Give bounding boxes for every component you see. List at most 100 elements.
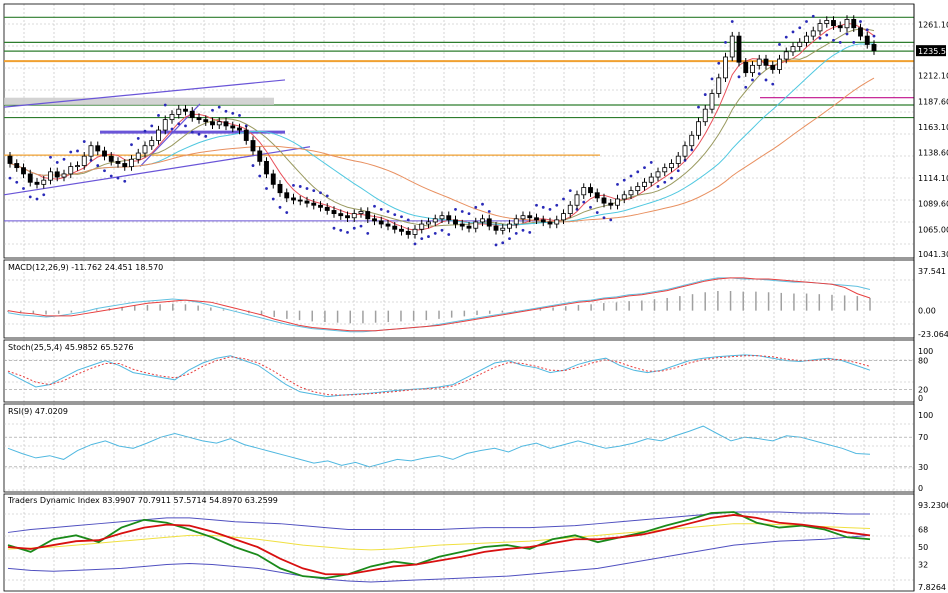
stoch-label: Stoch(25,5,4) 45.9852 65.5276 (8, 343, 134, 352)
psar-dot (562, 197, 565, 201)
candle-body (446, 215, 452, 221)
candle-body (770, 64, 776, 70)
candle-body (615, 198, 620, 206)
tdi-mid-line (7, 523, 871, 551)
candle-body (831, 20, 836, 27)
candle-body (763, 58, 769, 66)
candle-body (54, 171, 60, 178)
candle-body (662, 167, 668, 173)
candle-body (756, 58, 762, 66)
psar-dot (865, 28, 869, 32)
psar-dot (467, 212, 471, 215)
psar-dot (784, 35, 788, 39)
candle-body (142, 145, 148, 154)
psar-dot (494, 243, 498, 247)
psar-dot (454, 208, 457, 211)
psar-dot (717, 61, 721, 65)
psar-dot (42, 193, 46, 197)
tdi-label: Traders Dynamic Index 83.9907 70.7911 57… (7, 496, 278, 505)
tdi-tick-label: 32 (918, 561, 928, 570)
candle-body (466, 225, 472, 229)
price-tick-label: 1163.10 (918, 123, 948, 132)
psar-dot (420, 237, 424, 241)
candle-body (736, 35, 742, 63)
psar-dot (204, 134, 208, 138)
candle-body (716, 77, 722, 94)
psar-dot (190, 130, 194, 134)
psar-dot (609, 218, 613, 222)
psar-dot (548, 208, 552, 211)
candle-body (858, 27, 863, 37)
psar-dot (69, 150, 73, 154)
ma-mid-line (9, 28, 875, 227)
candle-body (500, 227, 506, 231)
candle-body (810, 30, 816, 37)
candle-body (554, 219, 560, 225)
psar-dot (319, 191, 322, 195)
psar-dot (528, 230, 532, 234)
panel-tick-label: 0 (918, 394, 923, 403)
psar-dot (150, 124, 154, 128)
panel-tick-label: 0.00 (918, 307, 936, 316)
psar-dot (292, 184, 295, 187)
psar-dot (109, 174, 113, 178)
candle-body (682, 145, 688, 157)
macd-panel (7, 277, 871, 333)
psar-dot (778, 43, 781, 46)
psar-dot (602, 216, 606, 220)
price-tick-label: 1212.10 (918, 72, 948, 81)
psar-dot (170, 127, 174, 131)
psar-dot (366, 232, 370, 235)
stoch-panel (4, 354, 914, 398)
psar-dot (49, 155, 52, 159)
psar-dot (238, 114, 241, 117)
candle-body (230, 125, 236, 129)
psar-dot (791, 30, 795, 34)
candle-body (48, 171, 53, 181)
panel-tick-label: -23.064 (918, 330, 948, 339)
candle-body (432, 218, 438, 223)
psar-dot (460, 210, 464, 213)
candle-body (480, 218, 485, 223)
candle-body (257, 150, 263, 162)
candle-body (864, 35, 870, 45)
candle-body (702, 108, 708, 123)
psar-dot (589, 205, 592, 209)
candle-body (453, 219, 458, 225)
stoch-main-line (7, 354, 871, 398)
psar-dot (656, 185, 660, 188)
psar-dot (595, 211, 599, 214)
psar-dot (825, 33, 829, 37)
candle-body (115, 160, 121, 164)
candle-body (210, 121, 215, 126)
tdi-panel (7, 511, 871, 583)
psar-dot (838, 40, 842, 44)
candle-body (277, 183, 283, 194)
psar-dot (649, 161, 653, 164)
psar-dot (55, 161, 59, 164)
candle-body (237, 127, 242, 131)
panel-tick-label: 0 (918, 484, 923, 493)
psar-dot (622, 178, 626, 182)
psar-dot (703, 93, 707, 96)
price-tick-label: 1138.60 (918, 148, 948, 157)
candle-body (284, 192, 290, 199)
candle-body (21, 167, 26, 175)
psar-dot (852, 40, 856, 44)
candle-body (750, 64, 755, 74)
candle-body (581, 187, 587, 196)
psar-dot (433, 232, 437, 235)
panel-tick-label: 20 (918, 385, 928, 394)
psar-dot (386, 210, 390, 213)
candle-body (102, 150, 107, 157)
price-tick-label: 1261.10 (918, 21, 948, 30)
candle-body (837, 25, 843, 29)
candle-body (385, 223, 391, 227)
tdi-tick-label: 68 (918, 526, 928, 535)
psar-dot (278, 205, 282, 209)
candle-body (372, 218, 377, 222)
candle-body (412, 228, 418, 235)
psar-dot (373, 204, 376, 208)
panel-tick-label: 70 (918, 433, 928, 442)
candle-body (68, 166, 74, 175)
